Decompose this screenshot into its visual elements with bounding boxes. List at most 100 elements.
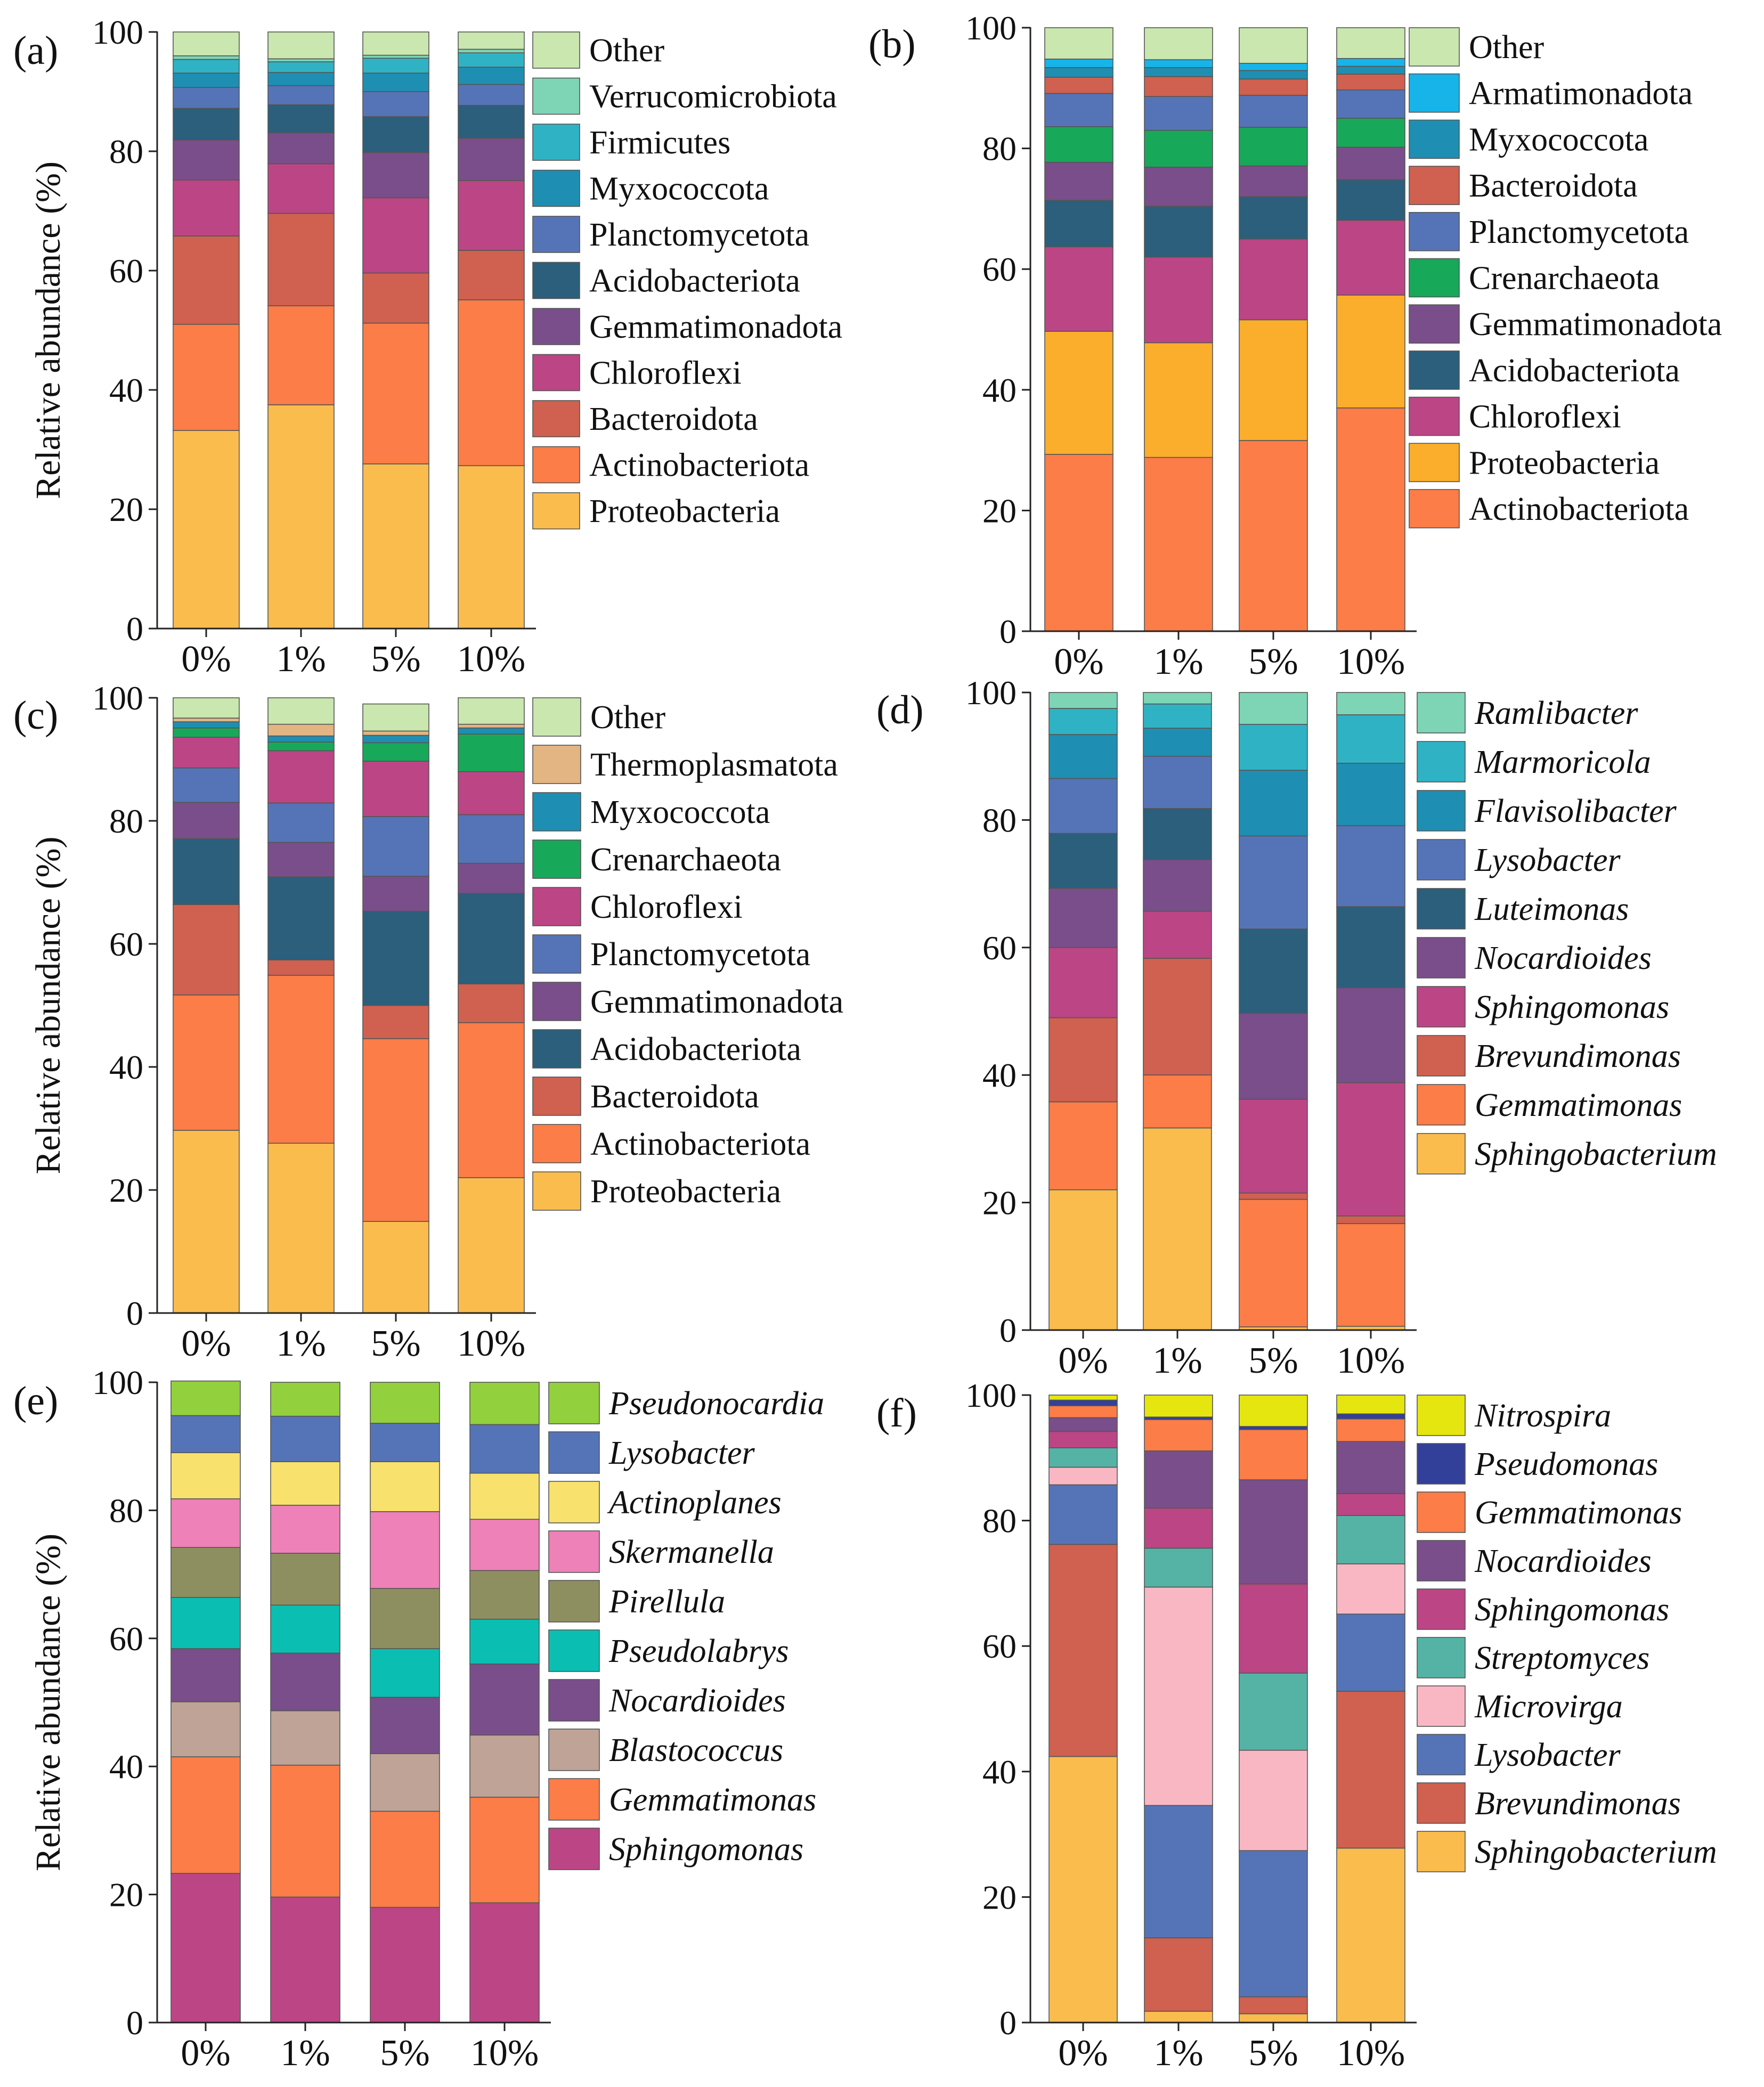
legend-label: Sphingomonas <box>1475 1592 1669 1628</box>
bar-segment-sphingomonas <box>1048 947 1118 1018</box>
x-tick-label: 10% <box>470 2033 539 2074</box>
y-tick-label: 0 <box>126 1294 143 1332</box>
bar-segment-gemmatimonadota <box>173 139 240 181</box>
bar-segment-actinobacteriota <box>458 1022 525 1178</box>
legend: Other Verrucomicrobiota Firmicutes Myxococc… <box>532 31 842 529</box>
legend-swatch <box>532 745 581 784</box>
bar-0 <box>1044 27 1113 632</box>
panel-d: (d) 0 20 40 60 80 100 0% 1% 5% 10% Ramlibacter Marmo… <box>876 674 1717 1381</box>
legend-label: Planctomycetota <box>589 217 809 253</box>
y-tick-label: 0 <box>126 2004 143 2042</box>
legend-swatch <box>1409 27 1460 67</box>
legend-label: Proteobacteria <box>590 1173 781 1210</box>
legend-label: Flavisolibacter <box>1474 793 1677 829</box>
legend-label: Planctomycetota <box>590 936 810 973</box>
bar-segment-armatimonadota <box>1144 59 1213 68</box>
legend-item-chloroflexi: Chloroflexi <box>1409 396 1621 436</box>
legend-swatch <box>1409 73 1460 113</box>
bar-segment-sphingomonas <box>1143 910 1212 959</box>
bar-segment-lysobacter <box>1144 1805 1213 1938</box>
y-tick-label: 80 <box>109 133 143 170</box>
bar-segment-luteimonas <box>1336 906 1405 989</box>
bar-segment-gemmatimonadota <box>362 152 429 199</box>
bar-segment-planctomycetota <box>267 802 335 843</box>
bar-segment-bacteroidota <box>267 213 335 306</box>
bar-segment-sphingomonas <box>1048 1431 1118 1448</box>
legend-item-blastococcus: Blastococcus <box>548 1729 783 1771</box>
bar-5 <box>362 31 429 629</box>
bar-segment-actinoplanes <box>170 1452 241 1499</box>
y-tick-label: 20 <box>982 1184 1017 1222</box>
bar-segment-streptomyces <box>1239 1673 1308 1751</box>
legend-label: Actinobacteriota <box>590 1126 810 1162</box>
bar-10 <box>458 31 525 629</box>
panel-f-label: (f) <box>876 1391 917 1436</box>
legend-label: Nitrospira <box>1474 1398 1611 1434</box>
bar-segment-blastococcus <box>270 1710 340 1766</box>
legend-swatch <box>532 1077 581 1116</box>
bar-segment-brevundimonas <box>1143 958 1212 1076</box>
bar-segment-sphingomonas <box>1239 1583 1308 1674</box>
bar-segment-verrucomicrobiota <box>362 54 429 59</box>
bar-segment-lysobacter <box>1336 1613 1405 1692</box>
legend-item-actinobacteriota: Actinobacteriota <box>532 1124 810 1163</box>
bar-segment-nitrospira <box>1239 1395 1308 1427</box>
bar-segment-lysobacter <box>1048 1484 1118 1545</box>
bar-segment-microvirga <box>1336 1563 1405 1615</box>
legend-label: Microvirga <box>1474 1689 1623 1725</box>
bar-segment-nocardioides <box>1143 859 1212 912</box>
bar-segment-acidobacteriota <box>1044 200 1113 248</box>
legend-label: Streptomyces <box>1475 1640 1649 1676</box>
bar-segment-proteobacteria <box>458 1177 525 1314</box>
bar-segment-acidobacteriota <box>362 910 429 1006</box>
bar-5 <box>370 1382 440 2023</box>
legend-label: Chloroflexi <box>590 889 743 925</box>
legend-label: Pseudonocardia <box>608 1385 824 1422</box>
legend-swatch <box>548 1530 600 1573</box>
bar-segment-lysobacter <box>1143 755 1212 809</box>
legend-label: Pirellula <box>608 1584 725 1620</box>
bar-segment-bacteroidota <box>362 1005 429 1039</box>
y-tick-label: 0 <box>999 613 1017 650</box>
legend-item-lysobacter: Lysobacter <box>548 1431 755 1474</box>
legend-label: Crenarchaeota <box>590 842 781 878</box>
bar-segment-sphingobacterium <box>1048 1189 1118 1331</box>
bar-segment-myxococcota <box>267 735 335 743</box>
legend: Other Armatimonadota Myxococcota Bacteroido… <box>1409 27 1722 528</box>
y-tick-label: 40 <box>109 1048 143 1086</box>
bar-segment-streptomyces <box>1144 1547 1213 1588</box>
x-tick-label: 0% <box>181 1323 231 1364</box>
bar-segment-acidobacteriota <box>458 104 525 139</box>
bar-segment-brevundimonas <box>1336 1215 1405 1224</box>
legend-label: Gemmatimonadota <box>1469 306 1722 343</box>
bar-segment-gemmatimonas <box>469 1797 540 1904</box>
legend-label: Pseudomonas <box>1474 1446 1658 1482</box>
bar-segment-blastococcus <box>469 1734 540 1798</box>
legend-item-brevundimonas: Brevundimonas <box>1417 1782 1681 1824</box>
legend-swatch <box>1417 1637 1466 1678</box>
bar-segment-microvirga <box>1144 1586 1213 1806</box>
bar-segment-nocardioides <box>469 1664 540 1736</box>
legend-swatch <box>1409 443 1460 483</box>
legend-item-thermoplasmatota: Thermoplasmatota <box>532 745 838 784</box>
legend-label: Lysobacter <box>1474 842 1621 878</box>
bar-segment-crenarchaeota <box>1239 127 1308 167</box>
x-tick-label: 1% <box>276 639 326 680</box>
legend-item-pseudomonas: Pseudomonas <box>1417 1443 1658 1485</box>
legend-swatch <box>1409 258 1460 298</box>
legend-label: Proteobacteria <box>1469 445 1660 481</box>
bar-segment-sphingomonas <box>1336 1082 1405 1217</box>
bar-segment-other <box>267 697 335 725</box>
y-tick-label: 40 <box>982 371 1017 409</box>
legend-label: Lysobacter <box>608 1435 755 1471</box>
bar-segment-lysobacter <box>170 1415 241 1454</box>
bar-segment-planctomycetota <box>1044 93 1113 127</box>
legend-swatch <box>532 792 581 831</box>
bar-segment-flavisolibacter <box>1048 734 1118 779</box>
bar-segment-proteobacteria <box>1239 319 1308 441</box>
legend-item-bacteroidota: Bacteroidota <box>532 1077 759 1116</box>
bar-segment-acidobacteriota <box>267 104 335 134</box>
bar-segment-proteobacteria <box>173 430 240 629</box>
legend-item-ramlibacter: Ramlibacter <box>1417 692 1638 733</box>
